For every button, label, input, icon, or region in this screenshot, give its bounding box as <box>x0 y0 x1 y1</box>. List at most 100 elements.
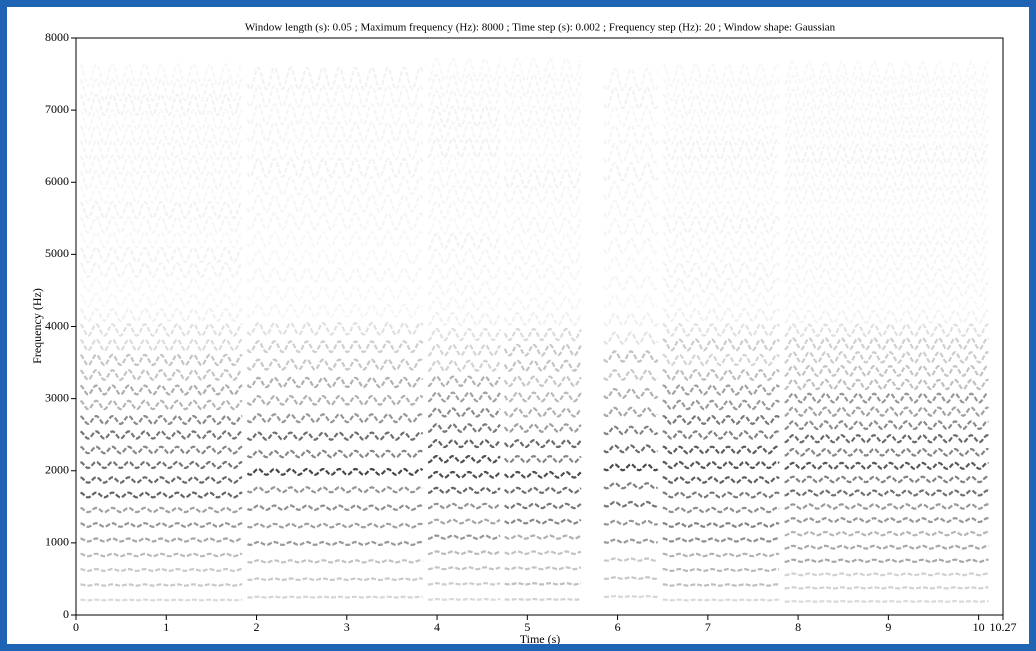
harmonic-texture <box>663 64 779 86</box>
harmonic-texture <box>246 376 424 389</box>
harmonic-texture <box>784 350 989 364</box>
harmonic-texture <box>503 327 582 342</box>
harmonic-texture <box>427 200 502 220</box>
harmonic-texture <box>503 264 582 281</box>
harmonic-texture <box>427 343 501 357</box>
harmonic-texture <box>784 406 989 417</box>
harmonic-texture <box>81 64 243 86</box>
harmonic-texture <box>428 439 501 449</box>
harmonic-texture <box>427 391 501 403</box>
harmonic-texture <box>602 86 659 110</box>
harmonic-texture <box>603 312 659 327</box>
harmonic-texture <box>662 476 780 484</box>
harmonic-texture <box>604 257 658 271</box>
y-axis-label: Frequency (Hz) <box>30 288 44 364</box>
harmonic-texture <box>503 375 582 388</box>
harmonic-texture <box>603 500 659 508</box>
harmonic-texture <box>246 413 424 424</box>
harmonic-texture <box>79 169 243 190</box>
harmonic-texture <box>784 240 989 258</box>
harmonic-texture <box>603 595 658 599</box>
harmonic-texture <box>603 199 659 219</box>
harmonic-texture <box>505 154 581 172</box>
harmonic-texture <box>79 384 243 396</box>
harmonic-texture <box>784 184 990 205</box>
harmonic-texture <box>504 502 582 510</box>
harmonic-texture <box>79 323 243 337</box>
harmonic-texture <box>503 423 582 433</box>
harmonic-texture <box>662 414 780 426</box>
harmonic-texture <box>505 202 581 218</box>
harmonic-texture <box>603 237 659 255</box>
harmonic-texture <box>503 184 582 205</box>
harmonic-texture <box>427 470 501 479</box>
harmonic-texture <box>246 504 424 511</box>
harmonic-texture <box>246 486 424 494</box>
harmonic-texture <box>505 59 581 81</box>
harmonic-texture <box>248 250 423 264</box>
harmonic-texture <box>427 136 502 159</box>
x-tick-label: 3 <box>344 620 350 634</box>
harmonic-texture <box>784 475 989 484</box>
x-tick-label: 1 <box>163 620 169 634</box>
harmonic-texture <box>427 327 501 342</box>
x-tick-label: 7 <box>705 620 711 634</box>
x-tick-label: 10 <box>973 620 985 634</box>
harmonic-texture <box>428 550 501 556</box>
harmonic-texture <box>503 216 582 235</box>
harmonic-texture <box>784 420 989 431</box>
harmonic-texture <box>79 77 243 102</box>
harmonic-texture <box>246 431 424 441</box>
harmonic-texture <box>79 200 243 220</box>
harmonic-texture <box>503 248 582 266</box>
harmonic-texture <box>428 375 501 388</box>
harmonic-texture <box>503 359 582 372</box>
harmonic-texture <box>80 537 243 543</box>
y-tick-label: 3000 <box>45 390 69 404</box>
harmonic-texture <box>246 175 424 196</box>
harmonic-texture <box>785 297 989 310</box>
harmonic-texture <box>784 337 989 351</box>
harmonic-texture <box>784 281 989 298</box>
harmonic-texture <box>784 226 990 245</box>
harmonic-texture <box>662 215 781 234</box>
harmonic-texture <box>603 463 659 472</box>
harmonic-texture <box>246 66 424 91</box>
harmonic-texture <box>504 566 582 571</box>
harmonic-texture <box>79 307 243 323</box>
harmonic-texture <box>247 540 423 547</box>
harmonic-texture <box>662 552 780 558</box>
harmonic-texture <box>247 595 423 599</box>
harmonic-texture <box>784 447 989 457</box>
harmonic-texture <box>505 281 581 294</box>
harmonic-texture <box>79 261 243 279</box>
harmonic-texture <box>79 399 243 411</box>
harmonic-texture <box>784 171 990 192</box>
harmonic-texture <box>603 350 659 363</box>
harmonic-texture <box>603 444 659 454</box>
harmonic-texture <box>504 597 581 601</box>
harmonic-texture <box>428 218 500 234</box>
harmonic-texture <box>662 522 780 528</box>
y-tick-label: 0 <box>63 607 69 621</box>
harmonic-texture <box>427 121 502 144</box>
harmonic-texture <box>81 278 243 291</box>
harmonic-texture <box>784 434 989 444</box>
harmonic-texture <box>427 184 502 205</box>
harmonic-texture <box>79 123 243 146</box>
harmonic-texture <box>603 218 659 237</box>
harmonic-texture <box>79 93 243 117</box>
x-tick-label: 10.27 <box>990 620 1017 634</box>
harmonic-texture <box>662 277 781 293</box>
harmonic-texture <box>784 558 989 563</box>
harmonic-texture <box>603 369 659 381</box>
x-tick-label: 9 <box>885 620 891 634</box>
harmonic-texture <box>663 187 779 204</box>
harmonic-texture <box>427 359 501 372</box>
harmonic-texture <box>505 234 581 249</box>
harmonic-texture <box>427 264 502 281</box>
harmonic-texture <box>427 518 501 525</box>
harmonic-texture <box>79 139 243 161</box>
harmonic-texture <box>662 307 781 323</box>
